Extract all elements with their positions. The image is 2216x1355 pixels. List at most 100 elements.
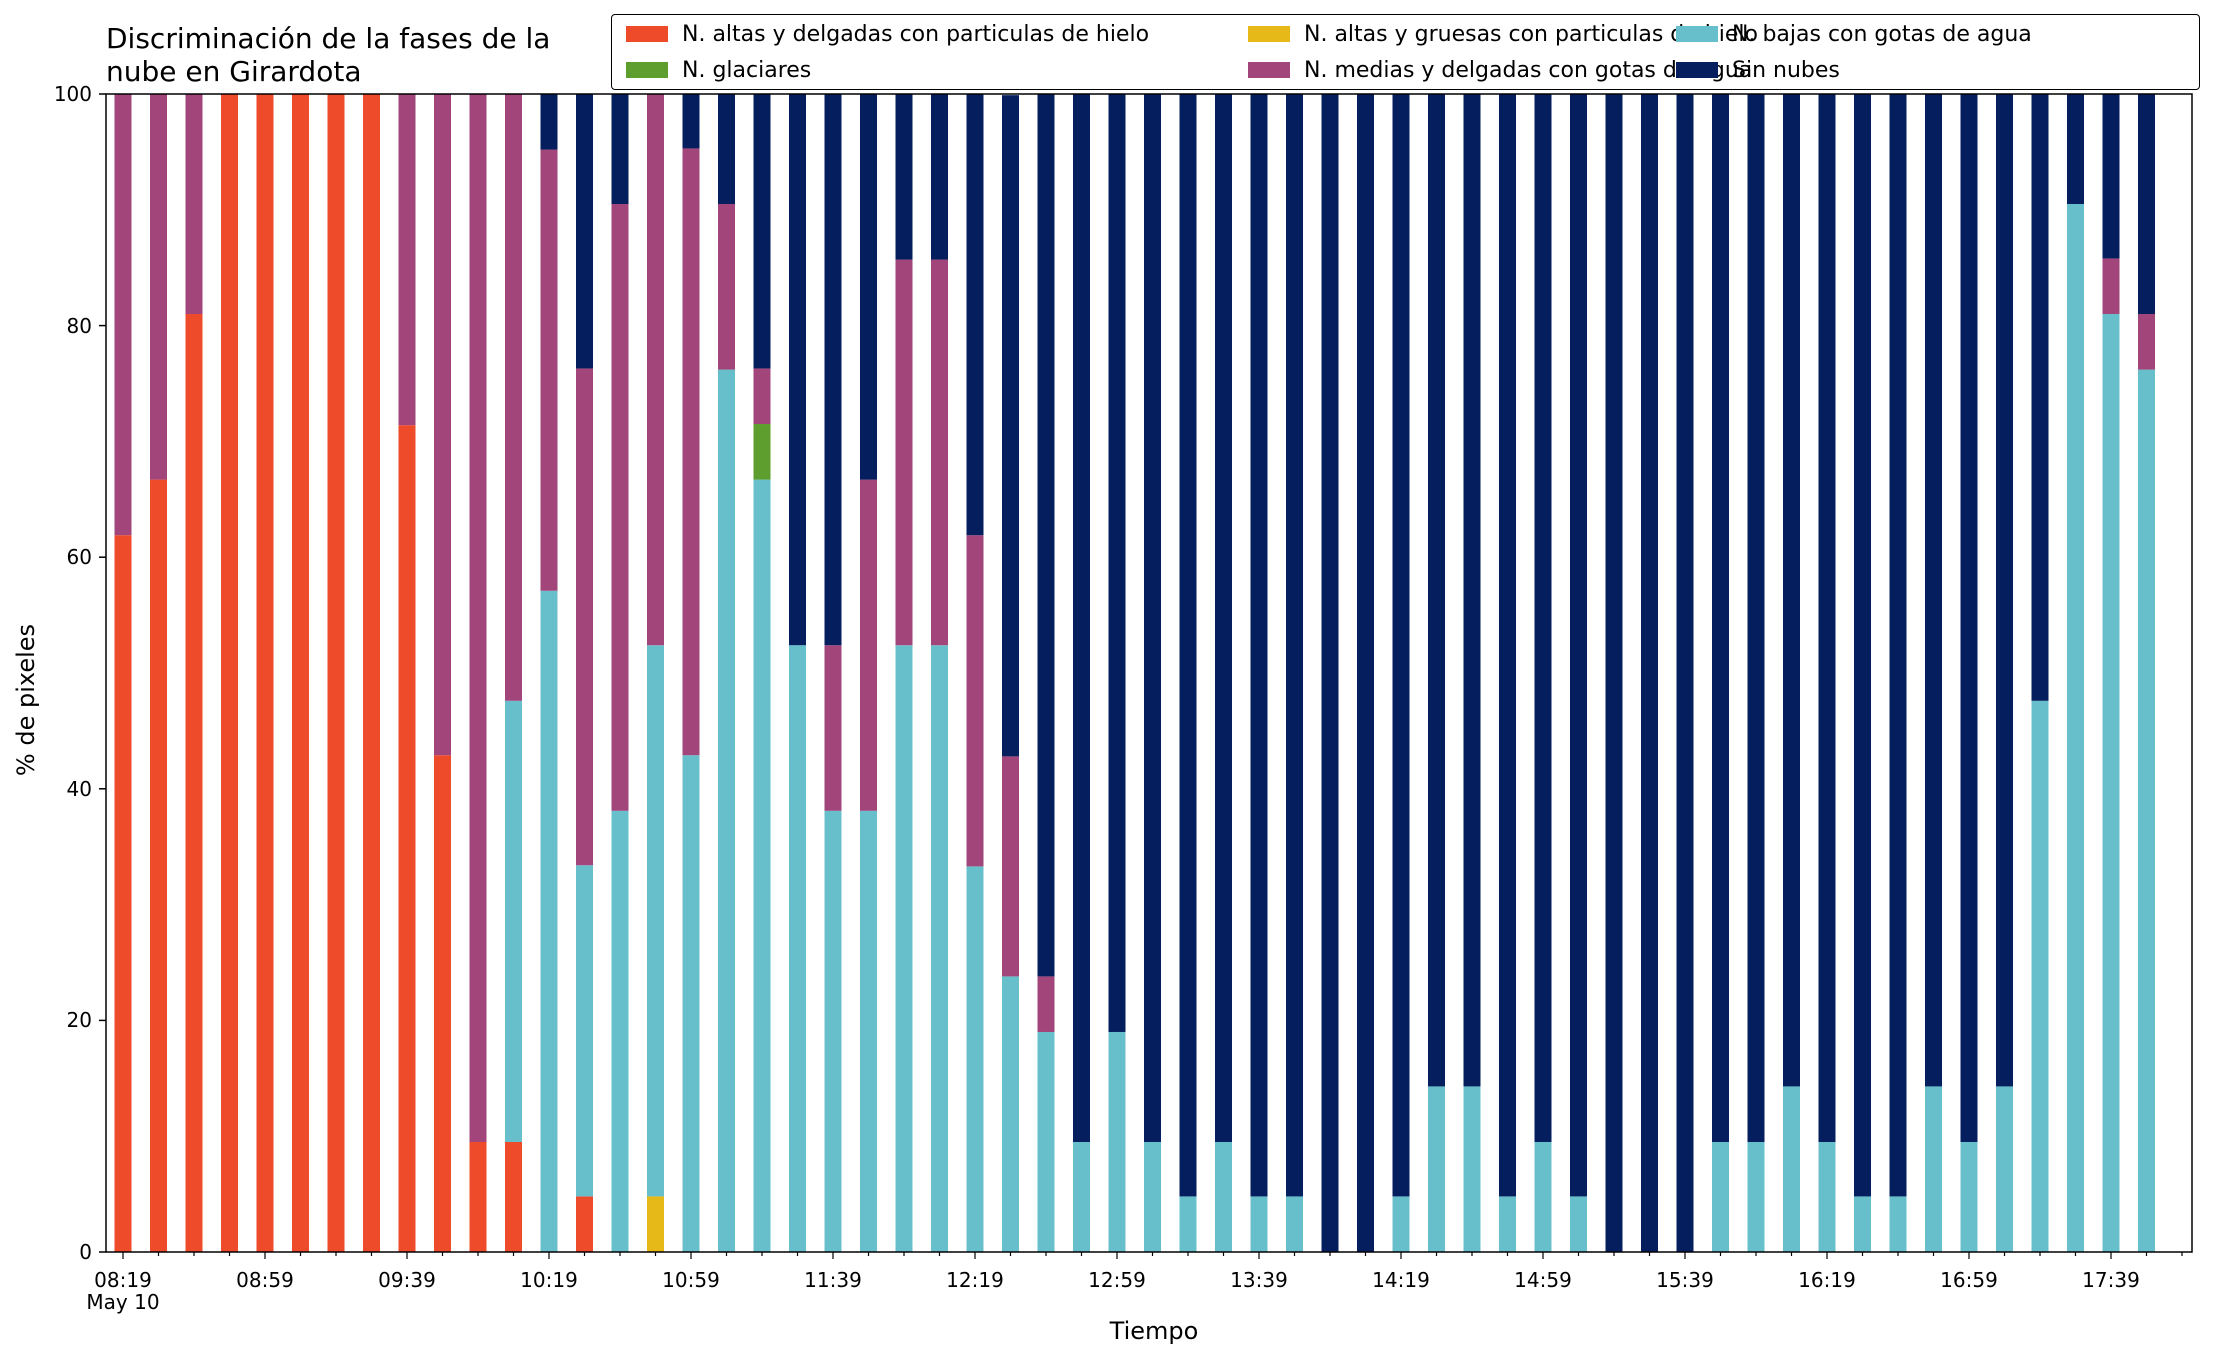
x-tick-label: 17:39 [2082, 1268, 2140, 1292]
bar-segment [682, 94, 700, 149]
legend-label: N. bajas con gotas de agua [1732, 21, 2032, 47]
bar-segment [611, 94, 629, 205]
bar-segment [1002, 756, 1019, 977]
bar-segment [824, 810, 842, 1252]
bar-segment [2031, 700, 2049, 1252]
x-tick-label: 08:19 [94, 1268, 152, 1292]
y-tick-label: 60 [66, 545, 92, 570]
legend-item: N. bajas con gotas de agua [1676, 19, 2032, 49]
legend: N. altas y delgadas con particulas de hi… [611, 14, 2200, 90]
bar-segment [1996, 1086, 2013, 1252]
bar-segment [221, 94, 238, 1252]
bar-segment [1925, 1086, 1942, 1252]
bar-segment [1108, 1031, 1126, 1252]
x-tick-label: 10:59 [662, 1268, 720, 1292]
x-tick-label: 08:59 [236, 1268, 294, 1292]
bar-segment [2102, 94, 2120, 259]
bar-segment [1037, 976, 1055, 1032]
bar-segment [1144, 94, 1161, 1142]
bar-segment [469, 1141, 487, 1252]
x-date-label: May 10 [86, 1290, 160, 1314]
bar-segment [1392, 94, 1410, 1197]
bar-segment [469, 94, 487, 1142]
bar-segment [1747, 94, 1765, 1142]
bar-segment [860, 479, 877, 811]
bar-segment [434, 755, 451, 1252]
bar-segment [292, 94, 309, 1252]
x-tick-label: 12:19 [946, 1268, 1004, 1292]
bar-segment [1357, 94, 1374, 1252]
bar-segment [1854, 94, 1871, 1197]
legend-swatch [626, 62, 668, 78]
bar-segment [1534, 1141, 1552, 1252]
bar-segment [1712, 1141, 1729, 1252]
bar-segment [1286, 94, 1303, 1197]
bar-segment [647, 645, 664, 1197]
bar-segment [185, 94, 203, 315]
bar-segment [1037, 94, 1055, 977]
legend-item: N. altas y delgadas con particulas de hi… [626, 19, 1149, 49]
x-tick-label: 16:59 [1940, 1268, 1998, 1292]
bar-segment [1463, 94, 1481, 1087]
y-tick-label: 80 [66, 313, 92, 338]
bar-segment [2138, 94, 2155, 315]
bar-segment [895, 259, 913, 646]
bar-segment [753, 94, 771, 369]
bar-segment [647, 94, 664, 646]
bar-segment [1783, 1086, 1800, 1252]
bar-segment [789, 645, 806, 1252]
legend-swatch [1676, 62, 1718, 78]
x-axis-label: Tiempo [1109, 1317, 1199, 1345]
bar-segment [576, 94, 593, 369]
bar-segment [1286, 1196, 1303, 1252]
bar-segment [1570, 1196, 1587, 1252]
y-tick-label: 0 [79, 1240, 92, 1264]
bar-segment [1889, 94, 1907, 1197]
legend-swatch [1248, 26, 1290, 42]
x-tick-label: 10:19 [520, 1268, 578, 1292]
bar-segment [611, 204, 629, 811]
bar-segment [505, 94, 522, 701]
legend-label: N. glaciares [682, 57, 812, 83]
y-axis-label: % de pixeles [12, 623, 40, 777]
bar-segment [2102, 258, 2120, 315]
x-tick-label: 12:59 [1088, 1268, 1146, 1292]
bar-segment [1179, 94, 1197, 1197]
bar-segment [2067, 204, 2084, 1252]
bar-segment [931, 645, 948, 1252]
bar-segment [611, 810, 629, 1252]
bar-segment [363, 94, 380, 1252]
bar-segment [2102, 314, 2120, 1252]
bar-segment [1889, 1196, 1907, 1252]
bar-segment [647, 1196, 664, 1252]
bar-segment [931, 94, 948, 260]
bar-segment [114, 535, 132, 1252]
legend-swatch [1676, 26, 1718, 42]
bar-segment [789, 94, 806, 646]
bar-segment [860, 94, 877, 480]
bar-segment [150, 94, 167, 480]
bar-segment [1250, 1196, 1268, 1252]
bar-segment [966, 94, 984, 536]
bar-segment [150, 479, 167, 1252]
bar-segment [1215, 94, 1232, 1142]
legend-label: Sin nubes [1732, 57, 1840, 83]
bar-segment [505, 700, 522, 1142]
bar-segment [753, 479, 771, 1252]
bar-segment [327, 94, 345, 1252]
bar-segment [114, 94, 132, 536]
legend-label: N. altas y delgadas con particulas de hi… [682, 21, 1150, 47]
bar-segment [256, 94, 274, 1252]
chart-title: Discriminación de la fases de la nube en … [106, 22, 550, 88]
bar-segment [824, 645, 842, 811]
x-tick-label: 14:59 [1514, 1268, 1572, 1292]
bar-segment [895, 94, 913, 260]
bar-segment [1073, 1141, 1090, 1252]
bar-segment [1499, 94, 1516, 1197]
bar-segment [398, 425, 416, 1252]
bar-segment [895, 645, 913, 1252]
bar-segment [1463, 1086, 1481, 1252]
bar-segment [1144, 1141, 1161, 1252]
legend-swatch [626, 26, 668, 42]
